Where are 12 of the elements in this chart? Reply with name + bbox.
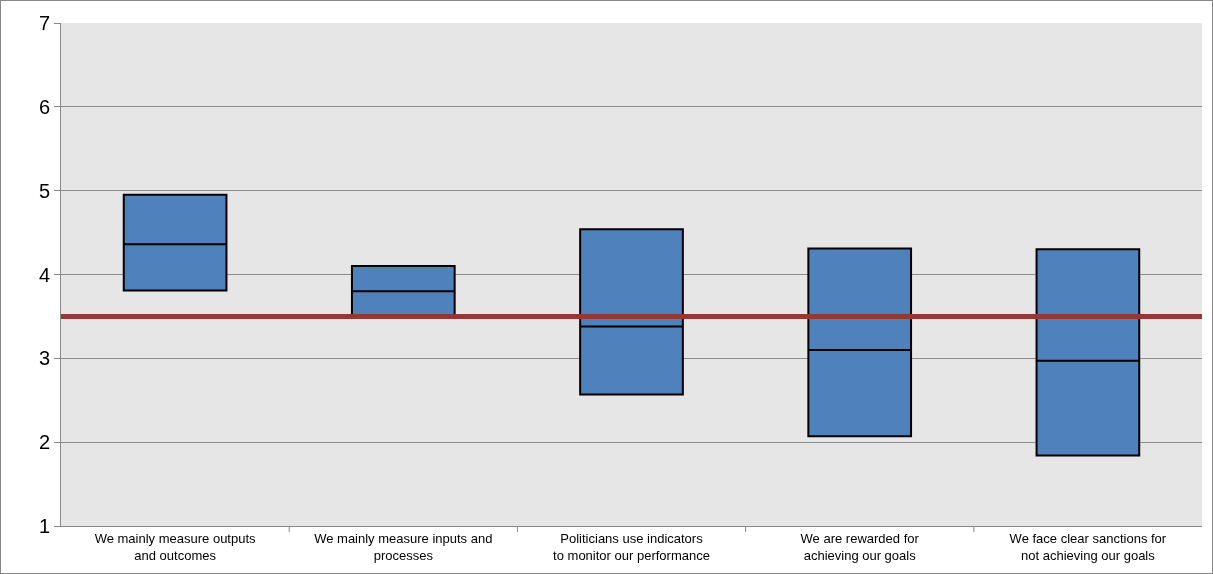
y-tick-label: 1 [38,515,50,537]
x-tick-label: We mainly measure inputs and processes [314,530,493,563]
y-tick-label: 2 [38,431,50,454]
y-tick-label: 7 [38,12,50,34]
y-tick-label: 5 [38,179,50,202]
x-tick-label: Politicians use indicators to monitor our performance [553,530,710,563]
y-tick-label: 6 [38,95,50,118]
x-tick-label: We mainly measure outputs and outcomes [94,530,257,563]
y-tick-label: 3 [38,347,50,370]
x-tick-label: We face clear sanctions for not achieving our goals [1009,530,1167,563]
x-tick-label: We are rewarded for achieving our goals [800,530,920,563]
y-tick-label: 4 [38,263,50,286]
